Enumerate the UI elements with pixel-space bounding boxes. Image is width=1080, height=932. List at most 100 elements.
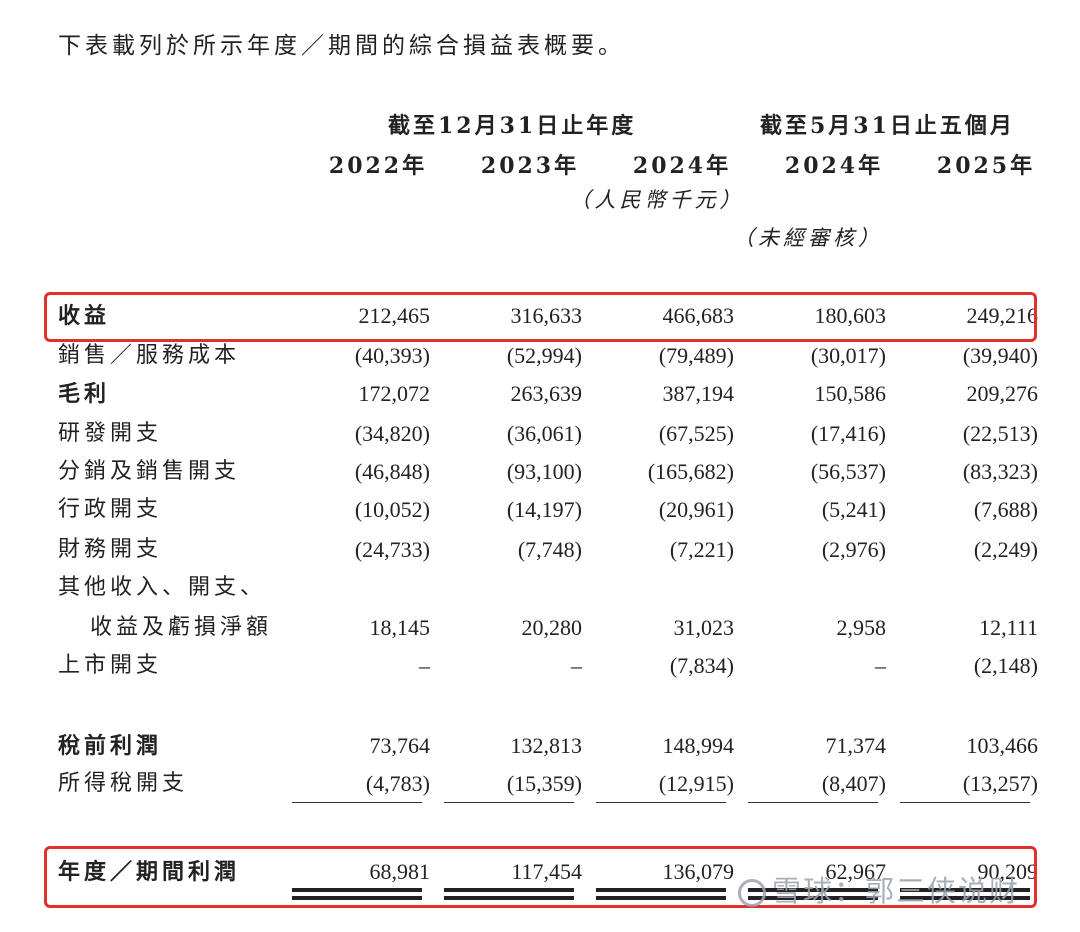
subtotal-underline: [900, 802, 1030, 803]
cell-value: 31,023: [673, 615, 735, 640]
cell-value: (4,783): [365, 771, 430, 796]
cell-value: (40,393): [354, 343, 430, 368]
group-header-full-year: 截至12月31日止年度: [388, 113, 637, 139]
total-double-underline: [900, 896, 1030, 900]
cell-value: 117,454: [511, 859, 582, 884]
cell-value: –: [571, 653, 582, 678]
cell-value: 132,813: [510, 733, 583, 758]
cell-value: (10,052): [354, 497, 430, 522]
unit-label: （人民幣千元）: [569, 188, 745, 212]
year-header-2025-period: 2025年: [936, 153, 1036, 179]
subtotal-underline: [748, 802, 878, 803]
total-double-underline: [900, 888, 1030, 892]
total-double-underline: [292, 888, 422, 892]
table-row: 銷售／服務成本 (40,393) (52,994) (79,489) (30,017) (…: [0, 338, 1080, 374]
table-row: 財務開支 (24,733) (7,748) (7,221) (2,976) (2,249): [0, 532, 1080, 568]
intro-text: 下表載列於所示年度／期間的綜合損益表概要。: [58, 33, 625, 59]
row-label: 分銷及銷售開支: [58, 459, 241, 484]
cell-value: (36,061): [506, 421, 582, 446]
table-row: 上市開支 – – (7,834) – (2,148): [0, 648, 1080, 684]
cell-value: (7,688): [973, 497, 1038, 522]
row-label: 毛利: [58, 381, 111, 407]
cell-value: (165,682): [647, 459, 734, 484]
cell-value: 172,072: [358, 381, 431, 406]
cell-value: (39,940): [962, 343, 1038, 368]
cell-value: (2,976): [821, 537, 886, 562]
total-double-underline: [748, 888, 878, 892]
cell-value: (14,197): [506, 497, 582, 522]
cell-value: (7,834): [669, 653, 734, 678]
subtotal-underline: [444, 802, 574, 803]
cell-value: 73,764: [369, 733, 431, 758]
cell-value: (17,416): [810, 421, 886, 446]
cell-value: 263,639: [510, 381, 583, 406]
total-double-underline: [596, 896, 726, 900]
cell-value: (8,407): [821, 771, 886, 796]
cell-value: 68,981: [369, 859, 431, 884]
cell-value: (79,489): [658, 343, 734, 368]
cell-value: (30,017): [810, 343, 886, 368]
cell-value: 12,111: [979, 615, 1038, 640]
total-double-underline: [292, 896, 422, 900]
year-header-2022: 2022年: [328, 153, 428, 179]
snowball-logo-icon: [738, 879, 766, 907]
row-label: 收益: [58, 303, 111, 329]
row-label: 年度／期間利潤: [58, 859, 241, 885]
cell-value: (83,323): [962, 459, 1038, 484]
table-row: 分銷及銷售開支 (46,848) (93,100) (165,682) (56,537)…: [0, 454, 1080, 490]
year-header-2024: 2024年: [632, 153, 732, 179]
row-label: 所得稅開支: [58, 771, 189, 796]
row-label: 上市開支: [58, 653, 163, 678]
cell-value: 466,683: [662, 303, 735, 328]
cell-value: (22,513): [962, 421, 1038, 446]
cell-value: 148,994: [662, 733, 735, 758]
watermark-text: 雪球：郭三侠说财: [772, 874, 1021, 908]
unaudited-label: （未經審核）: [733, 226, 883, 250]
table-row: 收益及虧損淨額 18,145 20,280 31,023 2,958 12,111: [0, 610, 1080, 646]
total-double-underline: [596, 888, 726, 892]
row-label: 研發開支: [58, 421, 163, 446]
cell-value: (12,915): [658, 771, 734, 796]
table-row: 收益 212,465 316,633 466,683 180,603 249,216: [0, 298, 1080, 334]
revenue-highlight-box: [44, 292, 1037, 342]
watermark: 雪球：郭三侠说财: [738, 868, 1020, 910]
cell-value: 90,209: [977, 859, 1039, 884]
cell-value: 249,216: [966, 303, 1039, 328]
table-row: 毛利 172,072 263,639 387,194 150,586 209,276: [0, 376, 1080, 412]
cell-value: 212,465: [358, 303, 431, 328]
cell-value: 18,145: [369, 615, 431, 640]
total-double-underline: [444, 888, 574, 892]
row-label: 財務開支: [58, 537, 163, 562]
table-row: 研發開支 (34,820) (36,061) (67,525) (17,416) (22,…: [0, 416, 1080, 452]
cell-value: (5,241): [821, 497, 886, 522]
cell-value: 316,633: [510, 303, 583, 328]
cell-value: (20,961): [658, 497, 734, 522]
cell-value: (7,221): [669, 537, 734, 562]
cell-value: (15,359): [506, 771, 582, 796]
table-row: 稅前利潤 73,764 132,813 148,994 71,374 103,466: [0, 728, 1080, 764]
cell-value: (24,733): [354, 537, 430, 562]
table-row: 所得稅開支 (4,783) (15,359) (12,915) (8,407) (13,2…: [0, 766, 1080, 802]
cell-value: (2,249): [973, 537, 1038, 562]
cell-value: (13,257): [962, 771, 1038, 796]
cell-value: 62,967: [825, 859, 887, 884]
table-row: 其他收入、開支、: [0, 570, 1080, 606]
cell-value: 71,374: [825, 733, 887, 758]
cell-value: (7,748): [517, 537, 582, 562]
cell-value: (2,148): [973, 653, 1038, 678]
cell-value: 150,586: [814, 381, 887, 406]
cell-value: 103,466: [966, 733, 1039, 758]
cell-value: (56,537): [810, 459, 886, 484]
row-label: 行政開支: [58, 497, 163, 522]
cell-value: –: [875, 653, 886, 678]
cell-value: 2,958: [836, 615, 887, 640]
cell-value: (52,994): [506, 343, 582, 368]
subtotal-underline: [596, 802, 726, 803]
total-double-underline: [444, 896, 574, 900]
row-label: 其他收入、開支、: [58, 575, 267, 600]
cell-value: 20,280: [521, 615, 583, 640]
cell-value: (67,525): [658, 421, 734, 446]
group-header-five-months: 截至5月31日止五個月: [760, 113, 1015, 139]
total-double-underline: [748, 896, 878, 900]
row-label: 稅前利潤: [58, 733, 163, 759]
